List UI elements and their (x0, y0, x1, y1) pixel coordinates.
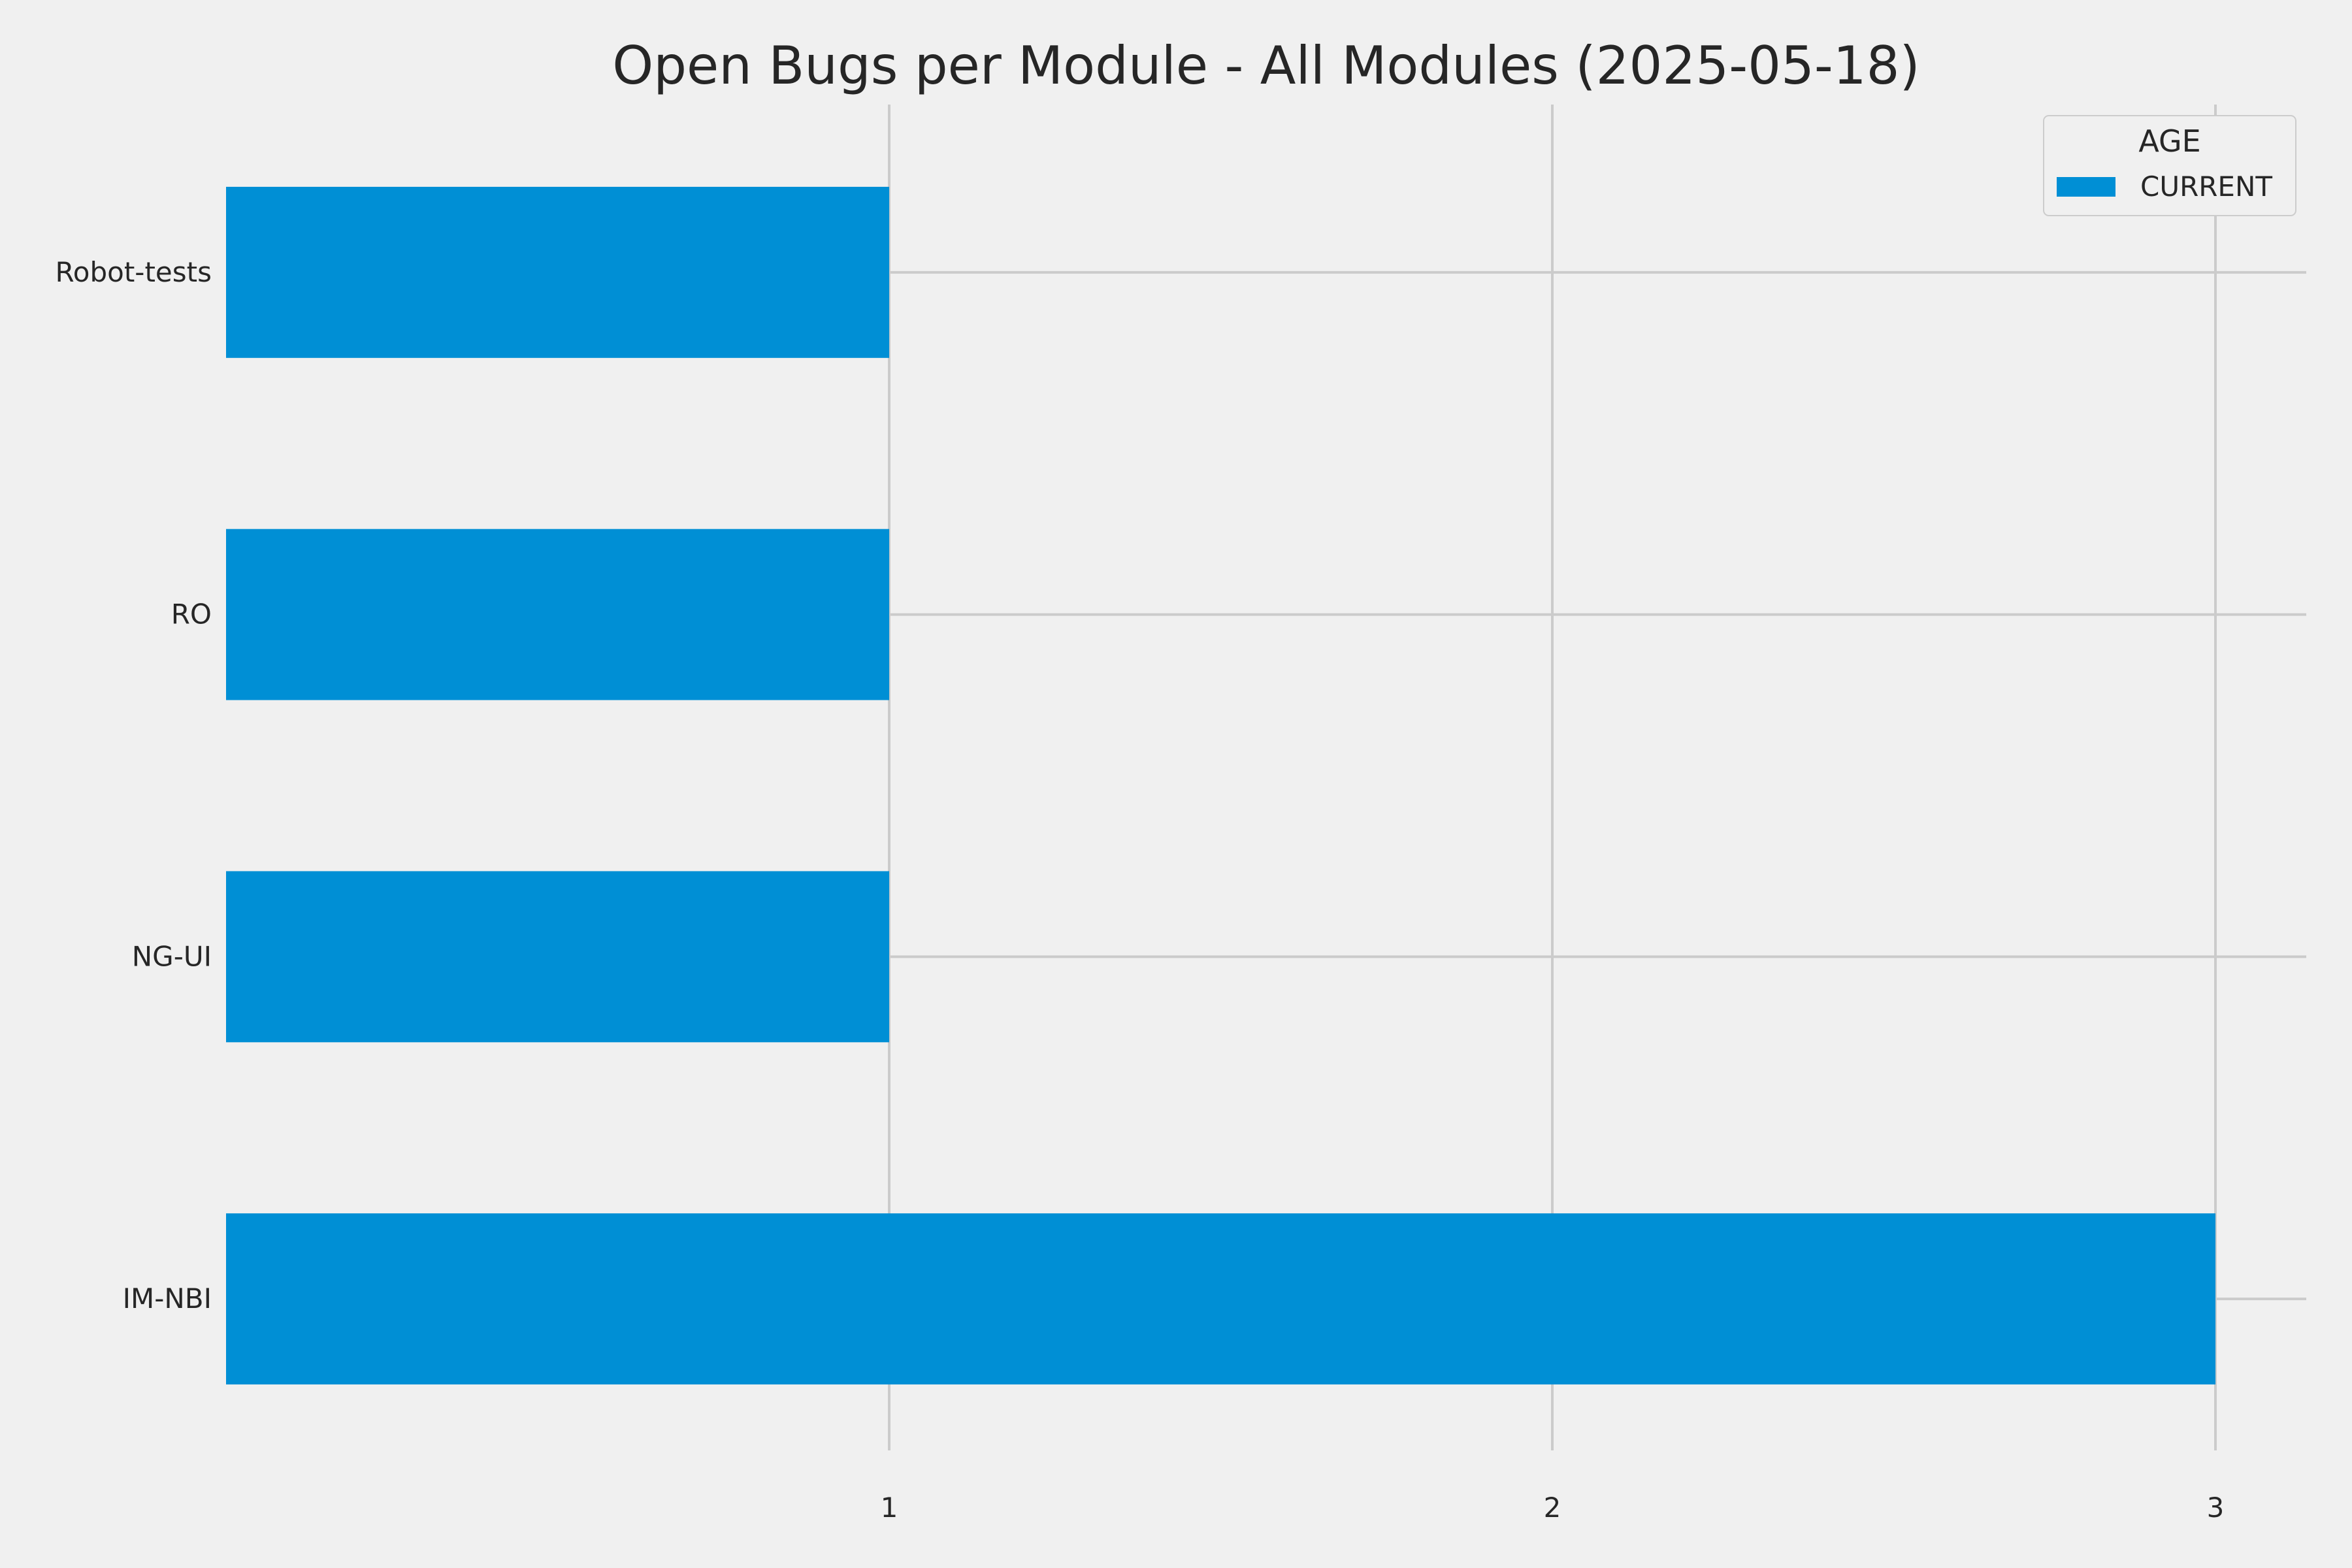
x-tick-label: 3 (2207, 1492, 2225, 1524)
y-tick-labels: Robot-tests RO NG-UI IM-NBI (55, 256, 212, 1315)
y-tick-label: IM-NBI (123, 1282, 212, 1315)
x-tick-label: 1 (881, 1492, 898, 1524)
y-tick-label: RO (171, 598, 212, 630)
legend-title: AGE (2138, 123, 2200, 159)
legend-swatch (2057, 177, 2115, 197)
bars (226, 186, 2215, 1385)
legend-label: CURRENT (2140, 171, 2272, 203)
bar (226, 1213, 2215, 1385)
bar (226, 186, 889, 358)
bar (226, 529, 889, 700)
bar (226, 871, 889, 1043)
chart-title: Open Bugs per Module - All Modules (2025… (612, 35, 1919, 96)
legend: AGE CURRENT (2043, 115, 2296, 216)
x-tick-label: 2 (1544, 1492, 1561, 1524)
y-tick-label: NG-UI (132, 940, 212, 972)
y-tick-label: Robot-tests (55, 256, 212, 288)
x-tick-labels: 1 2 3 (881, 1492, 2225, 1524)
